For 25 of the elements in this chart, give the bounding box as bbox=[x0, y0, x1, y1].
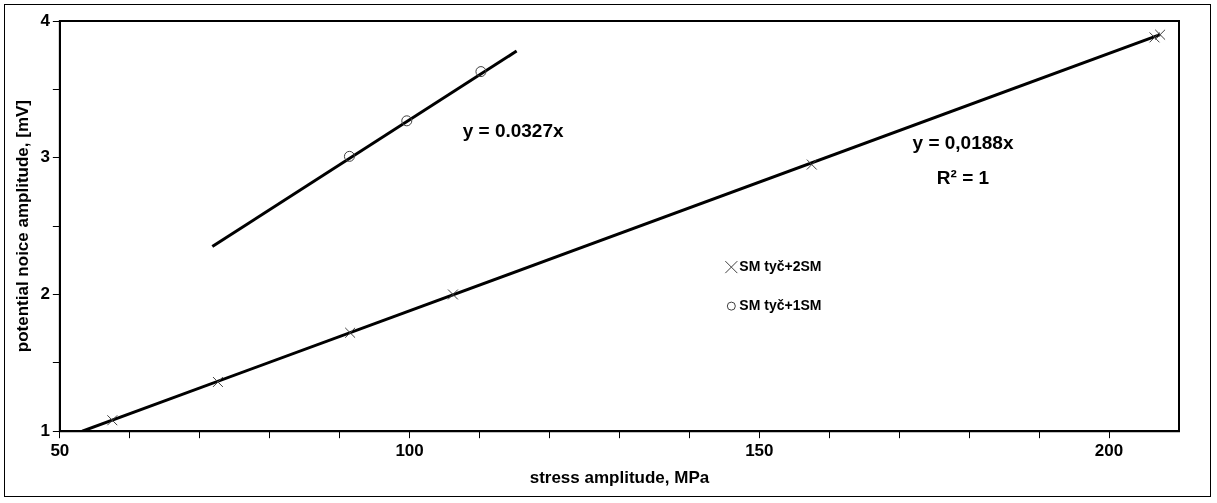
point bbox=[344, 327, 356, 339]
point bbox=[401, 115, 413, 127]
x-axis-title: stress amplitude, MPa bbox=[529, 468, 710, 488]
legend-label: SM tyč+2SM bbox=[739, 257, 822, 274]
legend-label: SM tyč+1SM bbox=[739, 296, 822, 313]
annotation: y = 0.0327x bbox=[462, 119, 564, 141]
y-tick-label: 2 bbox=[40, 284, 50, 304]
y-tick-label: 1 bbox=[40, 420, 50, 440]
y-tick-label: 3 bbox=[40, 147, 50, 167]
x-tick-label: 150 bbox=[745, 441, 774, 461]
point bbox=[447, 289, 459, 300]
point bbox=[212, 376, 224, 388]
point bbox=[475, 66, 487, 78]
point bbox=[1149, 31, 1160, 43]
x-tick-label: 50 bbox=[50, 441, 70, 461]
y-axis-title: potential noice amplitude, [mV] bbox=[12, 100, 32, 353]
point bbox=[806, 159, 818, 171]
point bbox=[106, 414, 118, 426]
x-tick-label: 200 bbox=[1094, 441, 1124, 461]
annotation: R² = 1 bbox=[936, 167, 990, 189]
x-tick-label: 100 bbox=[395, 441, 424, 461]
annotation: y = 0,0188x bbox=[912, 132, 1014, 154]
point bbox=[343, 150, 355, 162]
y-tick-label: 4 bbox=[40, 10, 51, 30]
point bbox=[1154, 29, 1166, 41]
